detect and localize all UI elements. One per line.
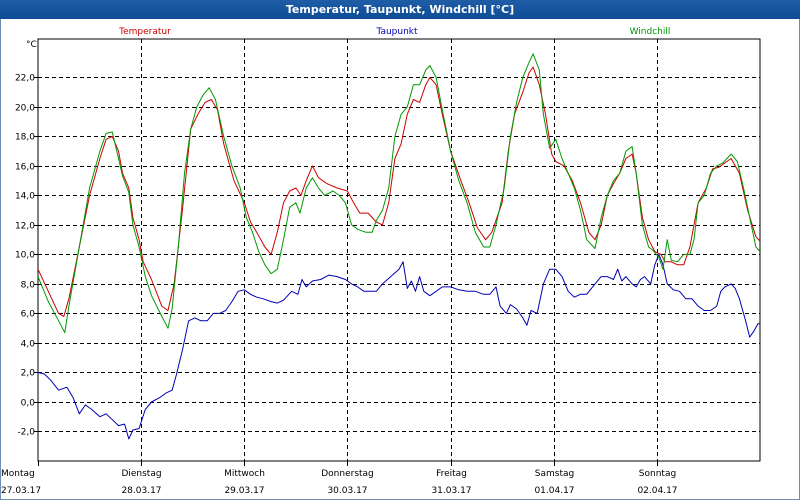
x-tick-date: 01.04.17	[534, 486, 574, 496]
series-line-taupunkt	[37, 253, 760, 440]
x-tick-weekday: Mittwoch	[224, 469, 265, 479]
x-tick-weekday: Freitag	[436, 469, 467, 479]
x-tick-date: 02.04.17	[637, 486, 677, 496]
x-tick-date: 27.03.17	[1, 486, 41, 496]
legend-windchill: Windchill	[630, 27, 671, 37]
x-tick-date: 28.03.17	[121, 486, 161, 496]
y-tick-label: 14,0	[15, 192, 35, 202]
series-line-windchill	[37, 53, 761, 334]
window-title: Temperatur, Taupunkt, Windchill [°C]	[0, 0, 800, 19]
gridlines	[38, 39, 760, 461]
x-tick-weekday: Montag	[1, 469, 35, 479]
y-tick-label: -2,0	[17, 428, 35, 438]
x-tick-date: 30.03.17	[327, 486, 367, 496]
y-tick-label: 8,0	[21, 281, 36, 291]
series-lines	[37, 53, 761, 440]
x-tick-weekday: Sonntag	[639, 469, 676, 479]
x-axis: Montag 27.03.17 Dienstag 28.03.17 Mittwoch 29…	[1, 461, 678, 496]
x-tick-weekday: Dienstag	[121, 469, 161, 479]
y-tick-label: 6,0	[21, 310, 36, 320]
series-line-temperatur	[37, 66, 761, 317]
x-tick-date: 29.03.17	[224, 486, 264, 496]
plot-area	[37, 38, 761, 462]
legend-temperatur: Temperatur	[118, 27, 171, 37]
x-tick-weekday: Donnerstag	[321, 469, 374, 479]
y-tick-label: 0,0	[21, 399, 36, 409]
y-tick-label: 20,0	[15, 104, 35, 114]
y-tick-label: 10,0	[15, 251, 35, 261]
legend: Temperatur Taupunkt Windchill	[118, 27, 670, 37]
y-axis-unit-label: °C	[26, 40, 37, 50]
y-tick-label: 16,0	[15, 163, 35, 173]
y-tick-label: 12,0	[15, 222, 35, 232]
y-axis: -2,0 0,0 2,0 4,0 6,0 8,0 10,0 12,0 14,0 16,0 18,0 2…	[15, 74, 38, 438]
y-tick-label: 4,0	[21, 340, 36, 350]
legend-taupunkt: Taupunkt	[375, 27, 418, 37]
x-tick-weekday: Samstag	[535, 469, 574, 479]
y-tick-label: 22,0	[15, 74, 35, 84]
y-tick-label: 2,0	[21, 369, 36, 379]
y-tick-label: 18,0	[15, 133, 35, 143]
x-tick-date: 31.03.17	[431, 486, 471, 496]
